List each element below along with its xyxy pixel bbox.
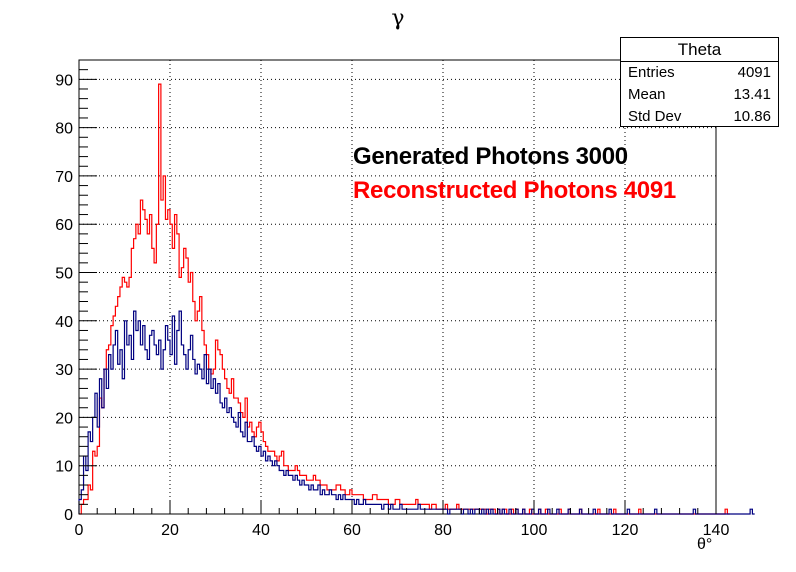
stats-row-entries: Entries 4091 — [621, 62, 778, 84]
x-tick-label: 0 — [75, 522, 84, 539]
y-tick-label: 30 — [55, 362, 73, 379]
chart-title: γ — [391, 6, 405, 31]
stats-label: Std Dev — [628, 108, 682, 125]
stats-row-mean: Mean 13.41 — [621, 84, 778, 106]
y-tick-label: 80 — [55, 121, 73, 138]
stats-box: Theta Entries 4091 Mean 13.41 Std Dev 10… — [620, 37, 779, 127]
histogram-series-line — [78, 310, 755, 515]
stats-row-stddev: Std Dev 10.86 — [621, 106, 778, 128]
y-tick-label: 60 — [55, 217, 73, 234]
x-tick-label: 100 — [521, 522, 548, 539]
legend-reconstructed: Reconstructed Photons 4091 — [353, 177, 676, 204]
stats-label: Mean — [628, 86, 666, 103]
plot-frame — [78, 59, 717, 515]
y-tick-label: 90 — [55, 72, 73, 89]
y-tick-label: 70 — [55, 169, 73, 186]
y-tick-label: 40 — [55, 314, 73, 331]
stats-value: 4091 — [737, 64, 771, 81]
y-tick-label: 10 — [55, 459, 73, 476]
y-tick-label: 20 — [55, 410, 73, 427]
x-tick-label: 80 — [434, 522, 452, 539]
y-tick-label: 50 — [55, 266, 73, 283]
x-tick-label: 40 — [252, 522, 270, 539]
stats-value: 10.86 — [733, 108, 771, 125]
stats-label: Entries — [628, 64, 675, 81]
x-tick-label: 140 — [703, 522, 730, 539]
stats-value: 13.41 — [733, 86, 771, 103]
x-axis-label: θ° — [697, 536, 713, 553]
stats-title: Theta — [621, 38, 778, 62]
x-tick-label: 20 — [161, 522, 179, 539]
x-tick-label: 120 — [612, 522, 639, 539]
y-tick-label: 0 — [64, 507, 73, 524]
legend-generated: Generated Photons 3000 — [353, 143, 628, 170]
x-tick-label: 60 — [343, 522, 361, 539]
